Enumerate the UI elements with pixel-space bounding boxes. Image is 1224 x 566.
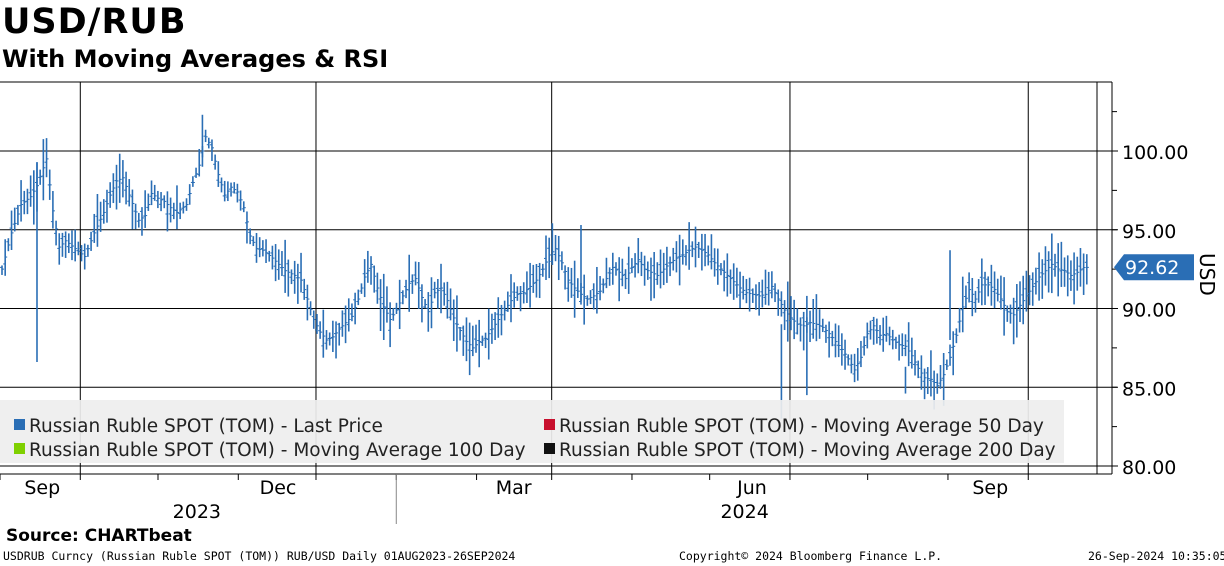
chart-title: USD/RUB [2,2,187,42]
legend-swatch [544,443,555,454]
legend-swatch [14,419,25,430]
last-price-label: 92.62 [1125,257,1179,279]
source-label: Source: CHARTbeat [6,526,192,546]
x-month-label: Mar [496,477,532,499]
y-tick-label: 80.00 [1122,457,1176,479]
x-year-label: 2023 [173,501,221,523]
timestamp: 26-Sep-2024 10:35:05 [1088,549,1224,563]
y-tick-label: 100.00 [1122,142,1188,164]
y-axis: 80.00 85.00 90.00 95.00 100.00 92.62 USD [1111,82,1219,479]
x-month-label: Dec [260,477,297,499]
legend-label: Russian Ruble SPOT (TOM) - Moving Averag… [559,416,1044,437]
legend: Russian Ruble SPOT (TOM) - Last Price Rus… [0,400,1064,463]
x-month-label: Sep [24,477,60,499]
x-year-label: 2024 [720,501,768,523]
legend-label: Russian Ruble SPOT (TOM) - Moving Averag… [29,440,526,461]
legend-swatch [14,443,25,454]
legend-label: Russian Ruble SPOT (TOM) - Moving Averag… [559,440,1056,461]
last-price-marker [1114,254,1194,281]
copyright: Copyright© 2024 Bloomberg Finance L.P. [679,549,943,563]
price-bars [0,114,1089,419]
chart-subtitle: With Moving Averages & RSI [2,45,389,73]
x-month-label: Sep [972,477,1008,499]
legend-swatch [544,419,555,430]
x-month-label: Jun [736,477,767,499]
y-tick-label: 95.00 [1122,221,1176,243]
legend-label: Russian Ruble SPOT (TOM) - Last Price [29,416,383,437]
legend-background [0,400,1064,463]
y-axis-title: USD [1195,253,1219,296]
ticker-info: USDRUB Curncy (Russian Ruble SPOT (TOM))… [3,549,516,563]
y-tick-label: 90.00 [1122,300,1176,322]
y-tick-label: 85.00 [1122,378,1176,400]
x-axis: Sep Dec Mar Jun Sep 2023 2024 [0,473,1110,524]
